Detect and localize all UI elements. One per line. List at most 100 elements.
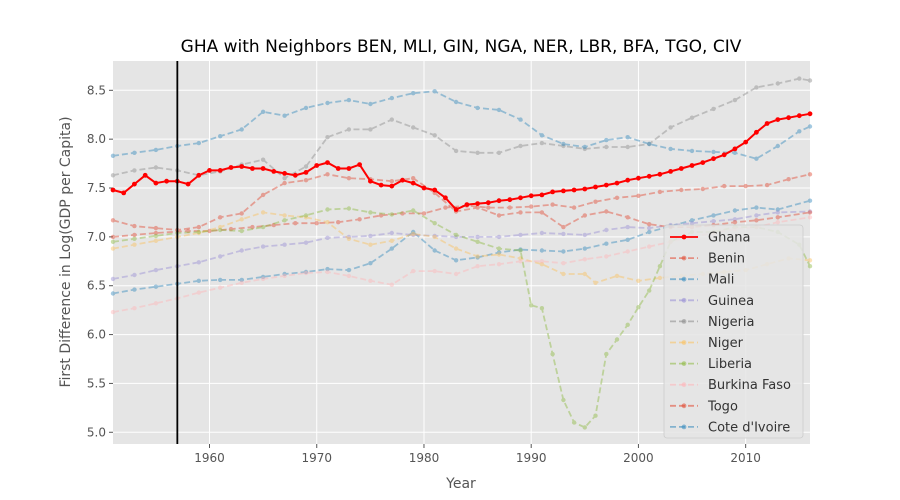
- data-point-benin: [764, 182, 770, 188]
- data-point-ghana: [292, 172, 298, 178]
- data-point-nigeria: [368, 127, 373, 132]
- data-point-guinea: [807, 209, 813, 214]
- data-point-nigeria: [496, 150, 502, 155]
- data-point-liberia: [153, 233, 159, 239]
- data-point-niger: [389, 238, 394, 243]
- data-point-burkina-faso: [539, 259, 545, 264]
- data-point-nigeria: [775, 81, 780, 86]
- data-point-liberia: [389, 212, 394, 217]
- data-point-cote-d-ivoire: [518, 117, 523, 122]
- data-point-cote-d-ivoire: [668, 146, 673, 152]
- data-point-niger: [539, 262, 545, 267]
- data-point-ghana: [721, 152, 727, 158]
- data-point-guinea: [325, 235, 330, 240]
- data-point-burkina-faso: [475, 264, 480, 269]
- data-point-mali: [260, 274, 266, 280]
- data-point-benin: [614, 195, 620, 200]
- data-point-ghana: [207, 168, 212, 173]
- data-point-guinea: [153, 267, 159, 273]
- legend-label: Liberia: [708, 357, 752, 372]
- x-tick-labels: 1960 1970 1980 1990 2000 2010: [194, 444, 761, 465]
- data-point-benin: [550, 202, 555, 207]
- data-point-nigeria: [625, 144, 630, 150]
- data-point-guinea: [218, 254, 223, 259]
- y-tick-labels: 5.0 5.5 6.0 6.5 7.0 7.5 8.0 8.5: [87, 83, 113, 439]
- data-point-nigeria: [389, 117, 394, 122]
- data-point-benin: [529, 204, 534, 209]
- data-point-ghana: [485, 200, 491, 206]
- legend: Ghana Benin Mali Guinea Nigeria Niger Liberia B…: [663, 224, 804, 439]
- data-point-nigeria: [689, 115, 695, 120]
- data-point-niger: [561, 271, 566, 277]
- data-point-togo: [110, 218, 116, 223]
- data-point-niger: [582, 271, 587, 277]
- legend-item-benin: Benin: [670, 252, 745, 267]
- data-point-nigeria: [432, 133, 437, 138]
- data-point-cote-d-ivoire: [754, 156, 759, 161]
- data-point-ghana: [432, 187, 438, 193]
- data-point-cote-d-ivoire: [218, 134, 223, 139]
- data-point-ghana: [185, 181, 191, 187]
- legend-marker: [681, 340, 687, 345]
- data-point-nigeria: [110, 173, 116, 178]
- data-point-ghana: [282, 171, 287, 176]
- data-point-mali: [775, 207, 780, 212]
- data-point-burkina-faso: [196, 290, 201, 295]
- data-point-nigeria: [518, 143, 523, 149]
- data-point-ghana: [796, 113, 802, 119]
- data-point-burkina-faso: [132, 306, 137, 311]
- data-point-niger: [368, 242, 373, 247]
- legend-item-mali: Mali: [670, 273, 734, 288]
- x-axis-label: Year: [445, 476, 476, 492]
- data-point-guinea: [689, 221, 695, 226]
- legend-label: Guinea: [708, 294, 754, 309]
- legend-item-nigeria: Nigeria: [670, 315, 755, 330]
- y-tick-label: 6.0: [87, 328, 106, 342]
- legend-label: Benin: [708, 252, 745, 267]
- data-point-cote-d-ivoire: [239, 127, 244, 132]
- legend-marker: [681, 234, 687, 240]
- data-point-nigeria: [303, 164, 309, 169]
- data-point-burkina-faso: [411, 268, 416, 274]
- data-point-burkina-faso: [368, 278, 373, 283]
- data-point-guinea: [711, 219, 716, 224]
- data-point-ghana: [496, 198, 502, 204]
- data-point-burkina-faso: [325, 269, 330, 275]
- legend-item-togo: Togo: [670, 399, 738, 414]
- data-point-togo: [218, 215, 223, 220]
- y-tick-label: 8.0: [87, 132, 106, 146]
- data-point-guinea: [239, 248, 244, 253]
- data-point-burkina-faso: [282, 273, 287, 279]
- data-point-ghana: [164, 178, 170, 184]
- data-point-liberia: [453, 232, 459, 238]
- data-point-togo: [153, 225, 159, 231]
- data-point-liberia: [346, 206, 352, 211]
- data-point-ghana: [593, 184, 598, 190]
- data-point-burkina-faso: [239, 280, 244, 285]
- data-point-benin: [421, 211, 427, 216]
- data-point-burkina-faso: [647, 244, 652, 249]
- data-point-ghana: [700, 160, 706, 166]
- data-point-mali: [282, 271, 287, 277]
- data-point-ghana: [271, 169, 277, 174]
- data-point-cote-d-ivoire: [303, 105, 309, 111]
- data-point-liberia: [604, 351, 609, 357]
- data-point-mali: [732, 208, 738, 213]
- series-ghana: [110, 111, 813, 212]
- data-point-ghana: [443, 195, 448, 201]
- data-point-nigeria: [561, 143, 566, 149]
- data-point-mali: [218, 277, 223, 283]
- data-point-ghana: [121, 190, 127, 196]
- data-point-ghana: [196, 172, 202, 178]
- data-point-niger: [346, 236, 352, 241]
- data-point-ghana: [260, 166, 266, 171]
- data-point-ghana: [668, 169, 673, 174]
- data-point-niger: [475, 254, 480, 259]
- data-point-ghana: [528, 193, 534, 199]
- legend-label: Nigeria: [708, 315, 755, 330]
- data-point-nigeria: [475, 150, 480, 155]
- data-point-ghana: [153, 180, 159, 186]
- data-point-liberia: [496, 246, 502, 251]
- data-point-niger: [636, 278, 641, 283]
- data-point-guinea: [582, 232, 587, 238]
